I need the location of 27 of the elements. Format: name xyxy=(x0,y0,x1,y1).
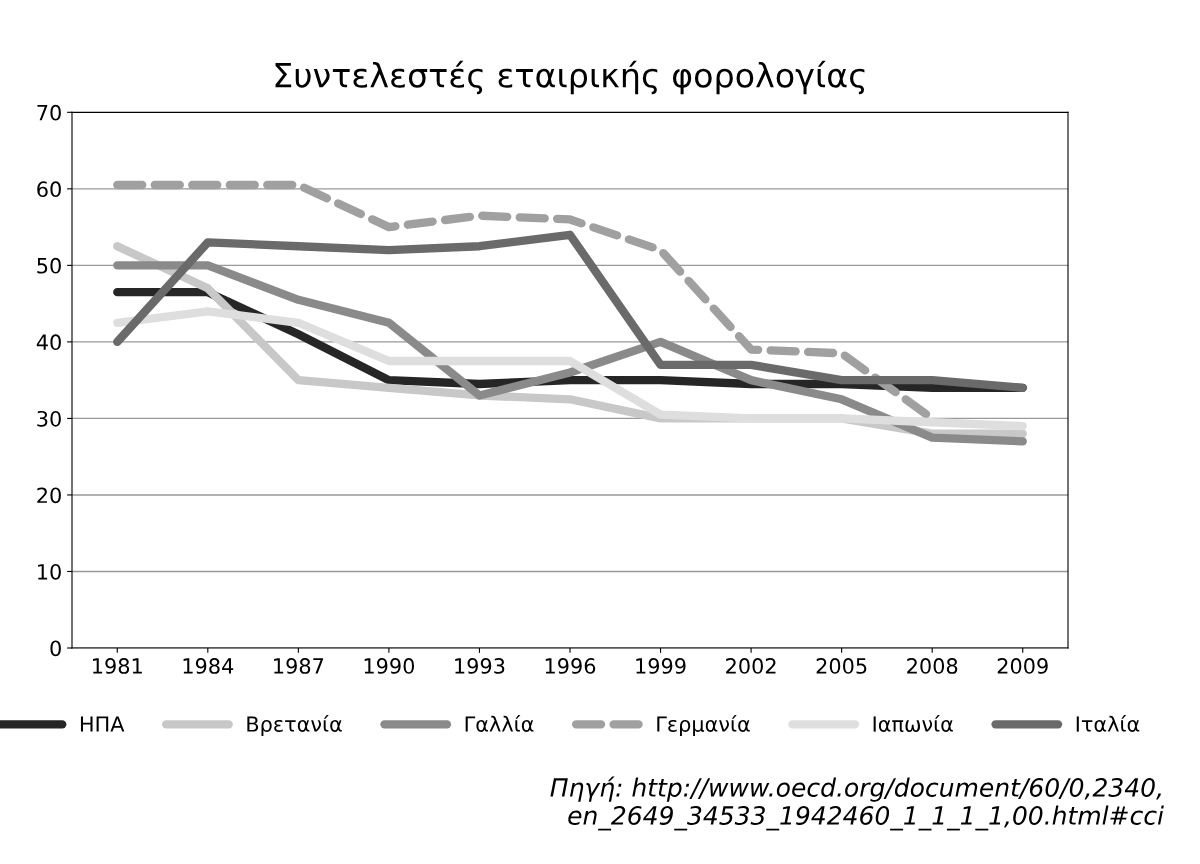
x-tick-label: 1993 xyxy=(455,658,505,674)
x-tick-label: 2005 xyxy=(816,658,867,674)
x-tick-label: 1999 xyxy=(636,658,686,674)
x-tick-label: 2002 xyxy=(726,658,776,674)
legend-label: Ιαπωνία xyxy=(873,714,953,733)
y-tick-label: 60 xyxy=(37,181,61,198)
legend-label: ΗΠΑ xyxy=(80,716,125,732)
legend-label: Γαλλία xyxy=(465,714,534,732)
x-tick-label: 1996 xyxy=(545,658,596,674)
legend-label: Ιταλία xyxy=(1076,714,1140,732)
x-tick-label: 2008 xyxy=(907,658,958,674)
chart-title: Συντελεστές εταιρικής φορολογίας xyxy=(275,60,865,95)
y-tick-label: 0 xyxy=(50,640,61,657)
y-tick-label: 30 xyxy=(37,410,61,427)
y-tick-label: 50 xyxy=(37,257,61,274)
x-tick-label: 1981 xyxy=(93,658,142,674)
x-tick-label: 2009 xyxy=(997,658,1048,674)
x-tick-label: 1984 xyxy=(183,658,234,674)
y-tick-label: 20 xyxy=(37,487,61,504)
legend-label: Γερμανία xyxy=(657,714,750,736)
y-tick-label: 10 xyxy=(38,563,61,580)
text: Πηγή: http://www.oecd.org/document/60/0,2340, en_2649_34533_1942460_1_1_1_1,00.html#cci xyxy=(550,776,1164,831)
y-tick-label: 40 xyxy=(36,334,61,351)
y-tick-label: 70 xyxy=(37,104,61,121)
legend-label: Βρετανία xyxy=(247,714,342,736)
x-tick-label: 1987 xyxy=(274,658,324,674)
x-tick-label: 1990 xyxy=(364,658,415,674)
